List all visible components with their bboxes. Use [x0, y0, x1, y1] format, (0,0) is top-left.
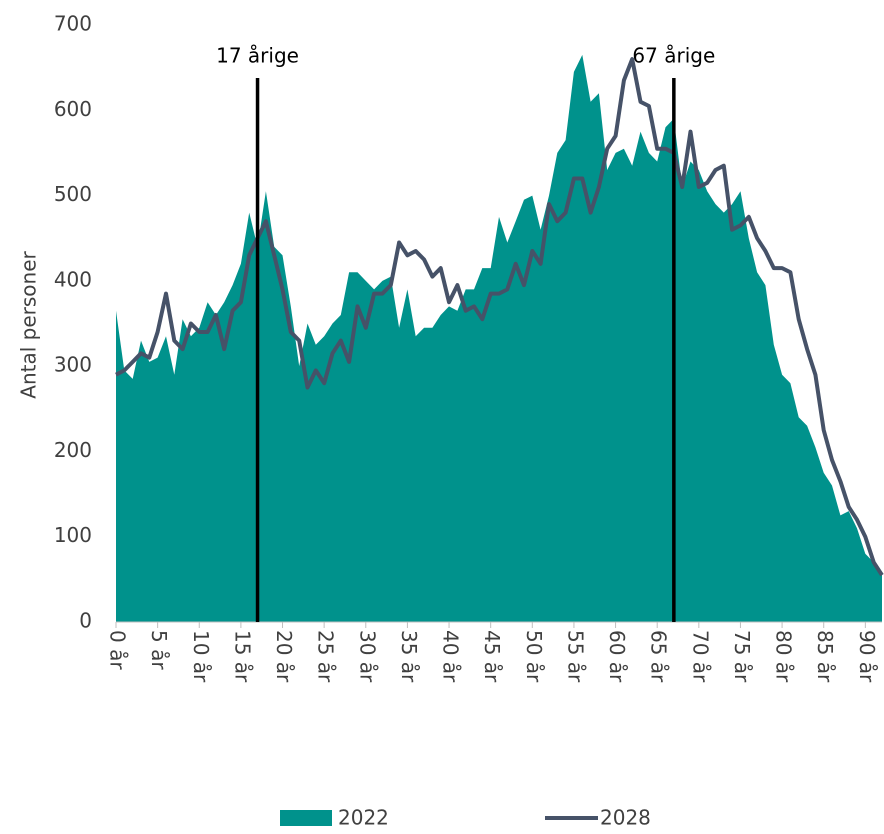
legend-label: 2028 — [600, 806, 651, 830]
y-tick-label: 400 — [54, 267, 92, 291]
legend-swatch — [280, 810, 332, 826]
annotation-label: 17 årige — [216, 44, 299, 68]
y-tick-label: 500 — [54, 182, 92, 206]
y-tick-label: 100 — [54, 523, 92, 547]
x-tick-label: 90 år — [855, 630, 879, 683]
annotation-label: 67 årige — [632, 44, 715, 68]
x-tick-label: 30 år — [355, 630, 379, 683]
x-tick-label: 5 år — [147, 630, 171, 670]
x-tick-label: 65 år — [647, 630, 671, 683]
x-tick-label: 75 år — [730, 630, 754, 683]
area — [116, 54, 882, 622]
y-tick-label: 0 — [79, 609, 92, 633]
x-tick-label: 20 år — [272, 630, 296, 683]
line — [115, 57, 884, 577]
x-tick-label: 10 år — [189, 630, 213, 683]
y-tick-label: 200 — [54, 438, 92, 462]
x-tick-label: 80 år — [772, 630, 796, 683]
y-tick-label: 300 — [54, 353, 92, 377]
y-tick-label: 700 — [54, 12, 92, 36]
x-tick-label: 0 år — [106, 630, 130, 670]
x-tick-label: 85 år — [813, 630, 837, 683]
x-tick-label: 55 år — [563, 630, 587, 683]
y-axis-label: Antal personer — [17, 250, 41, 398]
x-tick-label: 35 år — [397, 630, 421, 683]
x-tick-label: 70 år — [688, 630, 712, 683]
legend-label: 2022 — [338, 806, 389, 830]
x-tick-label: 15 år — [230, 630, 254, 683]
x-tick-label: 25 år — [314, 630, 338, 683]
x-tick-label: 40 år — [439, 630, 463, 683]
x-tick-label: 60 år — [605, 630, 629, 683]
x-tick-label: 45 år — [480, 630, 504, 683]
x-tick-label: 50 år — [522, 630, 546, 683]
y-tick-label: 600 — [54, 97, 92, 121]
